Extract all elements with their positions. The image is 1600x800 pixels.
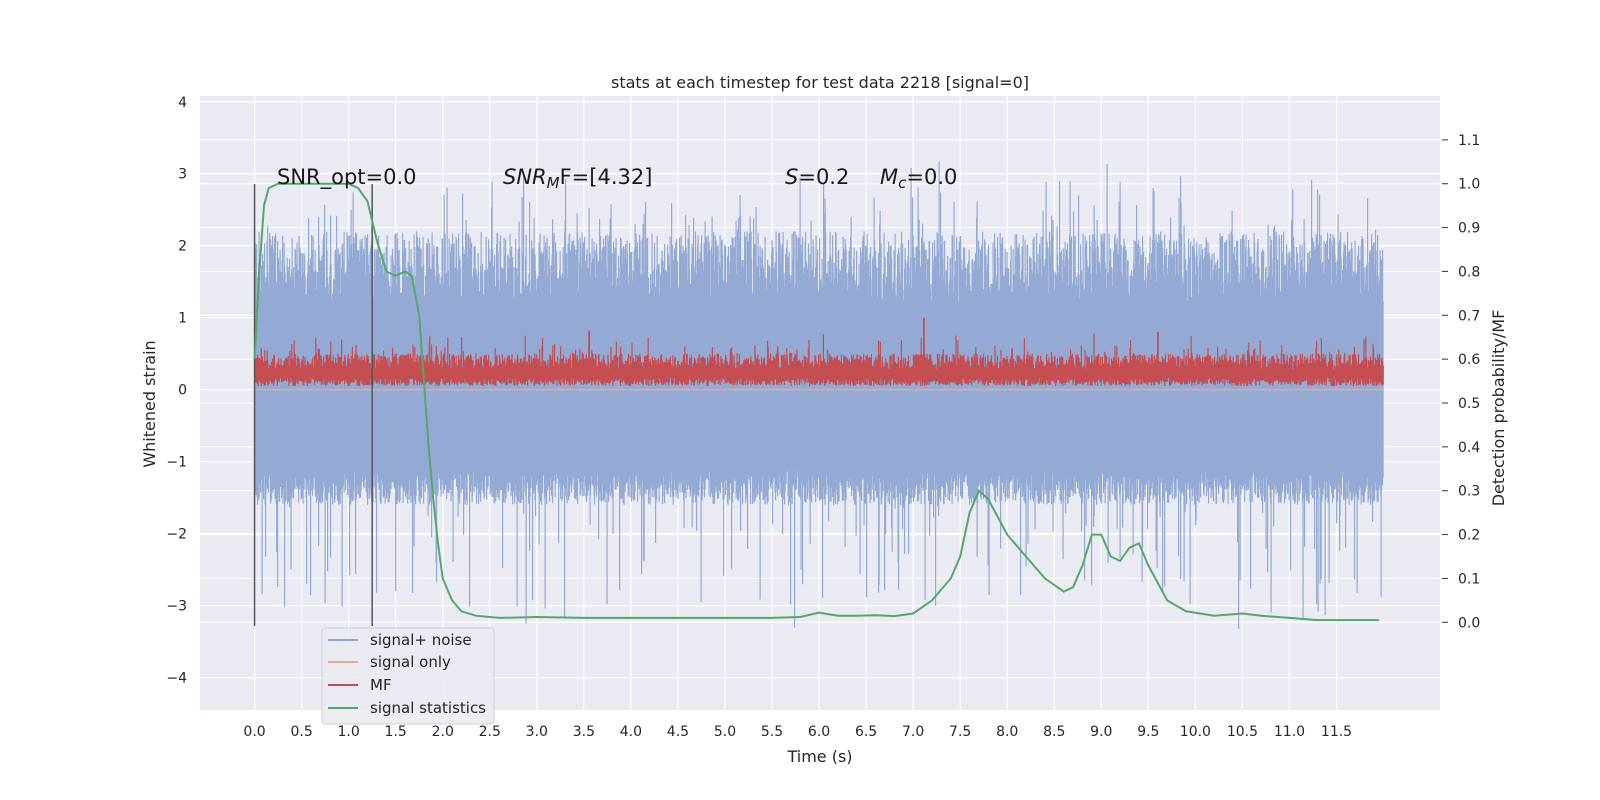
- y-axis-left-ticks: 4 3 2 1 0 −1 −2 −3 −4: [166, 95, 187, 687]
- y-left-tick-label: −1: [166, 455, 187, 471]
- legend: signal+ noise signal only MF signal stat…: [321, 627, 495, 725]
- annotation-snr-mf-sub: M: [547, 174, 560, 192]
- legend-label-mf: MF: [370, 676, 392, 694]
- x-tick-label: 7.0: [902, 724, 924, 740]
- y-right-tick-label: 0.9: [1458, 221, 1480, 237]
- annotation-snr-opt: SNR_opt=0.0: [277, 165, 417, 190]
- y-left-tick-label: 2: [178, 239, 187, 255]
- x-tick-label: 9.5: [1137, 724, 1159, 740]
- y-axis-right-ticks: 1.1 1.0 0.9 0.8 0.7 0.6 0.5 0.4 0.3 0.2 0.1 0.0: [1442, 133, 1480, 631]
- x-axis-ticks: 0.0 0.5 1.0 1.5 2.0 2.5 3.0 3.5 4.0 4.5 5.0 5.5 6.0 6…: [243, 724, 1352, 740]
- x-tick-label: 10.0: [1180, 724, 1211, 740]
- x-tick-label: 4.5: [667, 724, 689, 740]
- y-right-tick-label: 0.6: [1458, 352, 1480, 368]
- x-tick-label: 1.5: [385, 724, 407, 740]
- annotation-snr-mf: SNRMF=[4.32]: [503, 165, 652, 192]
- x-tick-label: 6.5: [855, 724, 877, 740]
- vertical-markers: [253, 184, 373, 626]
- y-right-tick-label: 0.2: [1458, 528, 1480, 544]
- x-tick-label: 2.5: [479, 724, 501, 740]
- y-right-tick-label: 1.0: [1458, 177, 1480, 193]
- x-axis-label: Time (s): [786, 747, 852, 766]
- y-left-tick-label: −4: [166, 671, 187, 687]
- chart-title: stats at each timestep for test data 221…: [611, 73, 1029, 92]
- annotation-snr-mf-name: SNR: [503, 165, 547, 189]
- y-left-tick-label: 0: [178, 383, 187, 399]
- x-tick-label: 10.5: [1227, 724, 1258, 740]
- y-right-tick-label: 0.1: [1458, 571, 1480, 587]
- y-left-tick-label: 1: [178, 311, 187, 327]
- y-right-tick-label: 0.7: [1458, 308, 1480, 324]
- annotation-mc-value: =0.0: [906, 165, 957, 189]
- x-tick-label: 3.5: [573, 724, 595, 740]
- x-tick-label: 2.0: [432, 724, 454, 740]
- x-tick-label: 1.0: [338, 724, 360, 740]
- legend-label-signal-only: signal only: [370, 653, 451, 671]
- x-tick-label: 8.0: [996, 724, 1018, 740]
- y-axis-right-label: Detection probability/MF: [1489, 310, 1508, 507]
- x-tick-label: 0.0: [243, 724, 265, 740]
- y-right-tick-label: 0.3: [1458, 484, 1480, 500]
- y-left-tick-label: −3: [166, 599, 187, 615]
- legend-box: [321, 627, 495, 725]
- legend-label-signal-noise: signal+ noise: [370, 631, 472, 649]
- annotation-mc-sub: c: [898, 174, 907, 192]
- x-tick-label: 7.5: [949, 724, 971, 740]
- y-left-tick-label: 3: [178, 167, 187, 183]
- y-right-tick-label: 0.0: [1458, 615, 1480, 631]
- x-tick-label: 4.0: [620, 724, 642, 740]
- x-tick-label: 6.0: [808, 724, 830, 740]
- annotation-snr-mf-tail: F=[4.32]: [560, 165, 653, 189]
- y-right-tick-label: 1.1: [1458, 133, 1480, 149]
- annotation-s: S=0.2: [785, 165, 849, 189]
- series-signal-statistics: [253, 182, 1379, 622]
- y-right-tick-label: 0.4: [1458, 440, 1480, 456]
- x-tick-label: 8.5: [1043, 724, 1065, 740]
- annotation-s-value: =0.2: [798, 165, 849, 189]
- annotation-mc-name: M: [880, 165, 898, 189]
- series-layer: [253, 161, 1384, 629]
- x-tick-label: 9.0: [1090, 724, 1112, 740]
- y-left-tick-label: −2: [166, 527, 187, 543]
- x-tick-label: 5.0: [714, 724, 736, 740]
- x-tick-label: 11.5: [1321, 724, 1352, 740]
- y-left-tick-label: 4: [178, 95, 187, 111]
- legend-label-signal-statistics: signal statistics: [370, 699, 486, 717]
- x-tick-label: 3.0: [526, 724, 548, 740]
- annotation-s-name: S: [785, 165, 798, 189]
- y-right-tick-label: 0.8: [1458, 264, 1480, 280]
- x-tick-label: 0.5: [290, 724, 312, 740]
- x-tick-label: 11.0: [1274, 724, 1305, 740]
- y-axis-left-label: Whitened strain: [140, 340, 159, 467]
- annotation-mc: Mc=0.0: [880, 165, 957, 192]
- x-tick-label: 5.5: [761, 724, 783, 740]
- y-right-tick-label: 0.5: [1458, 396, 1480, 412]
